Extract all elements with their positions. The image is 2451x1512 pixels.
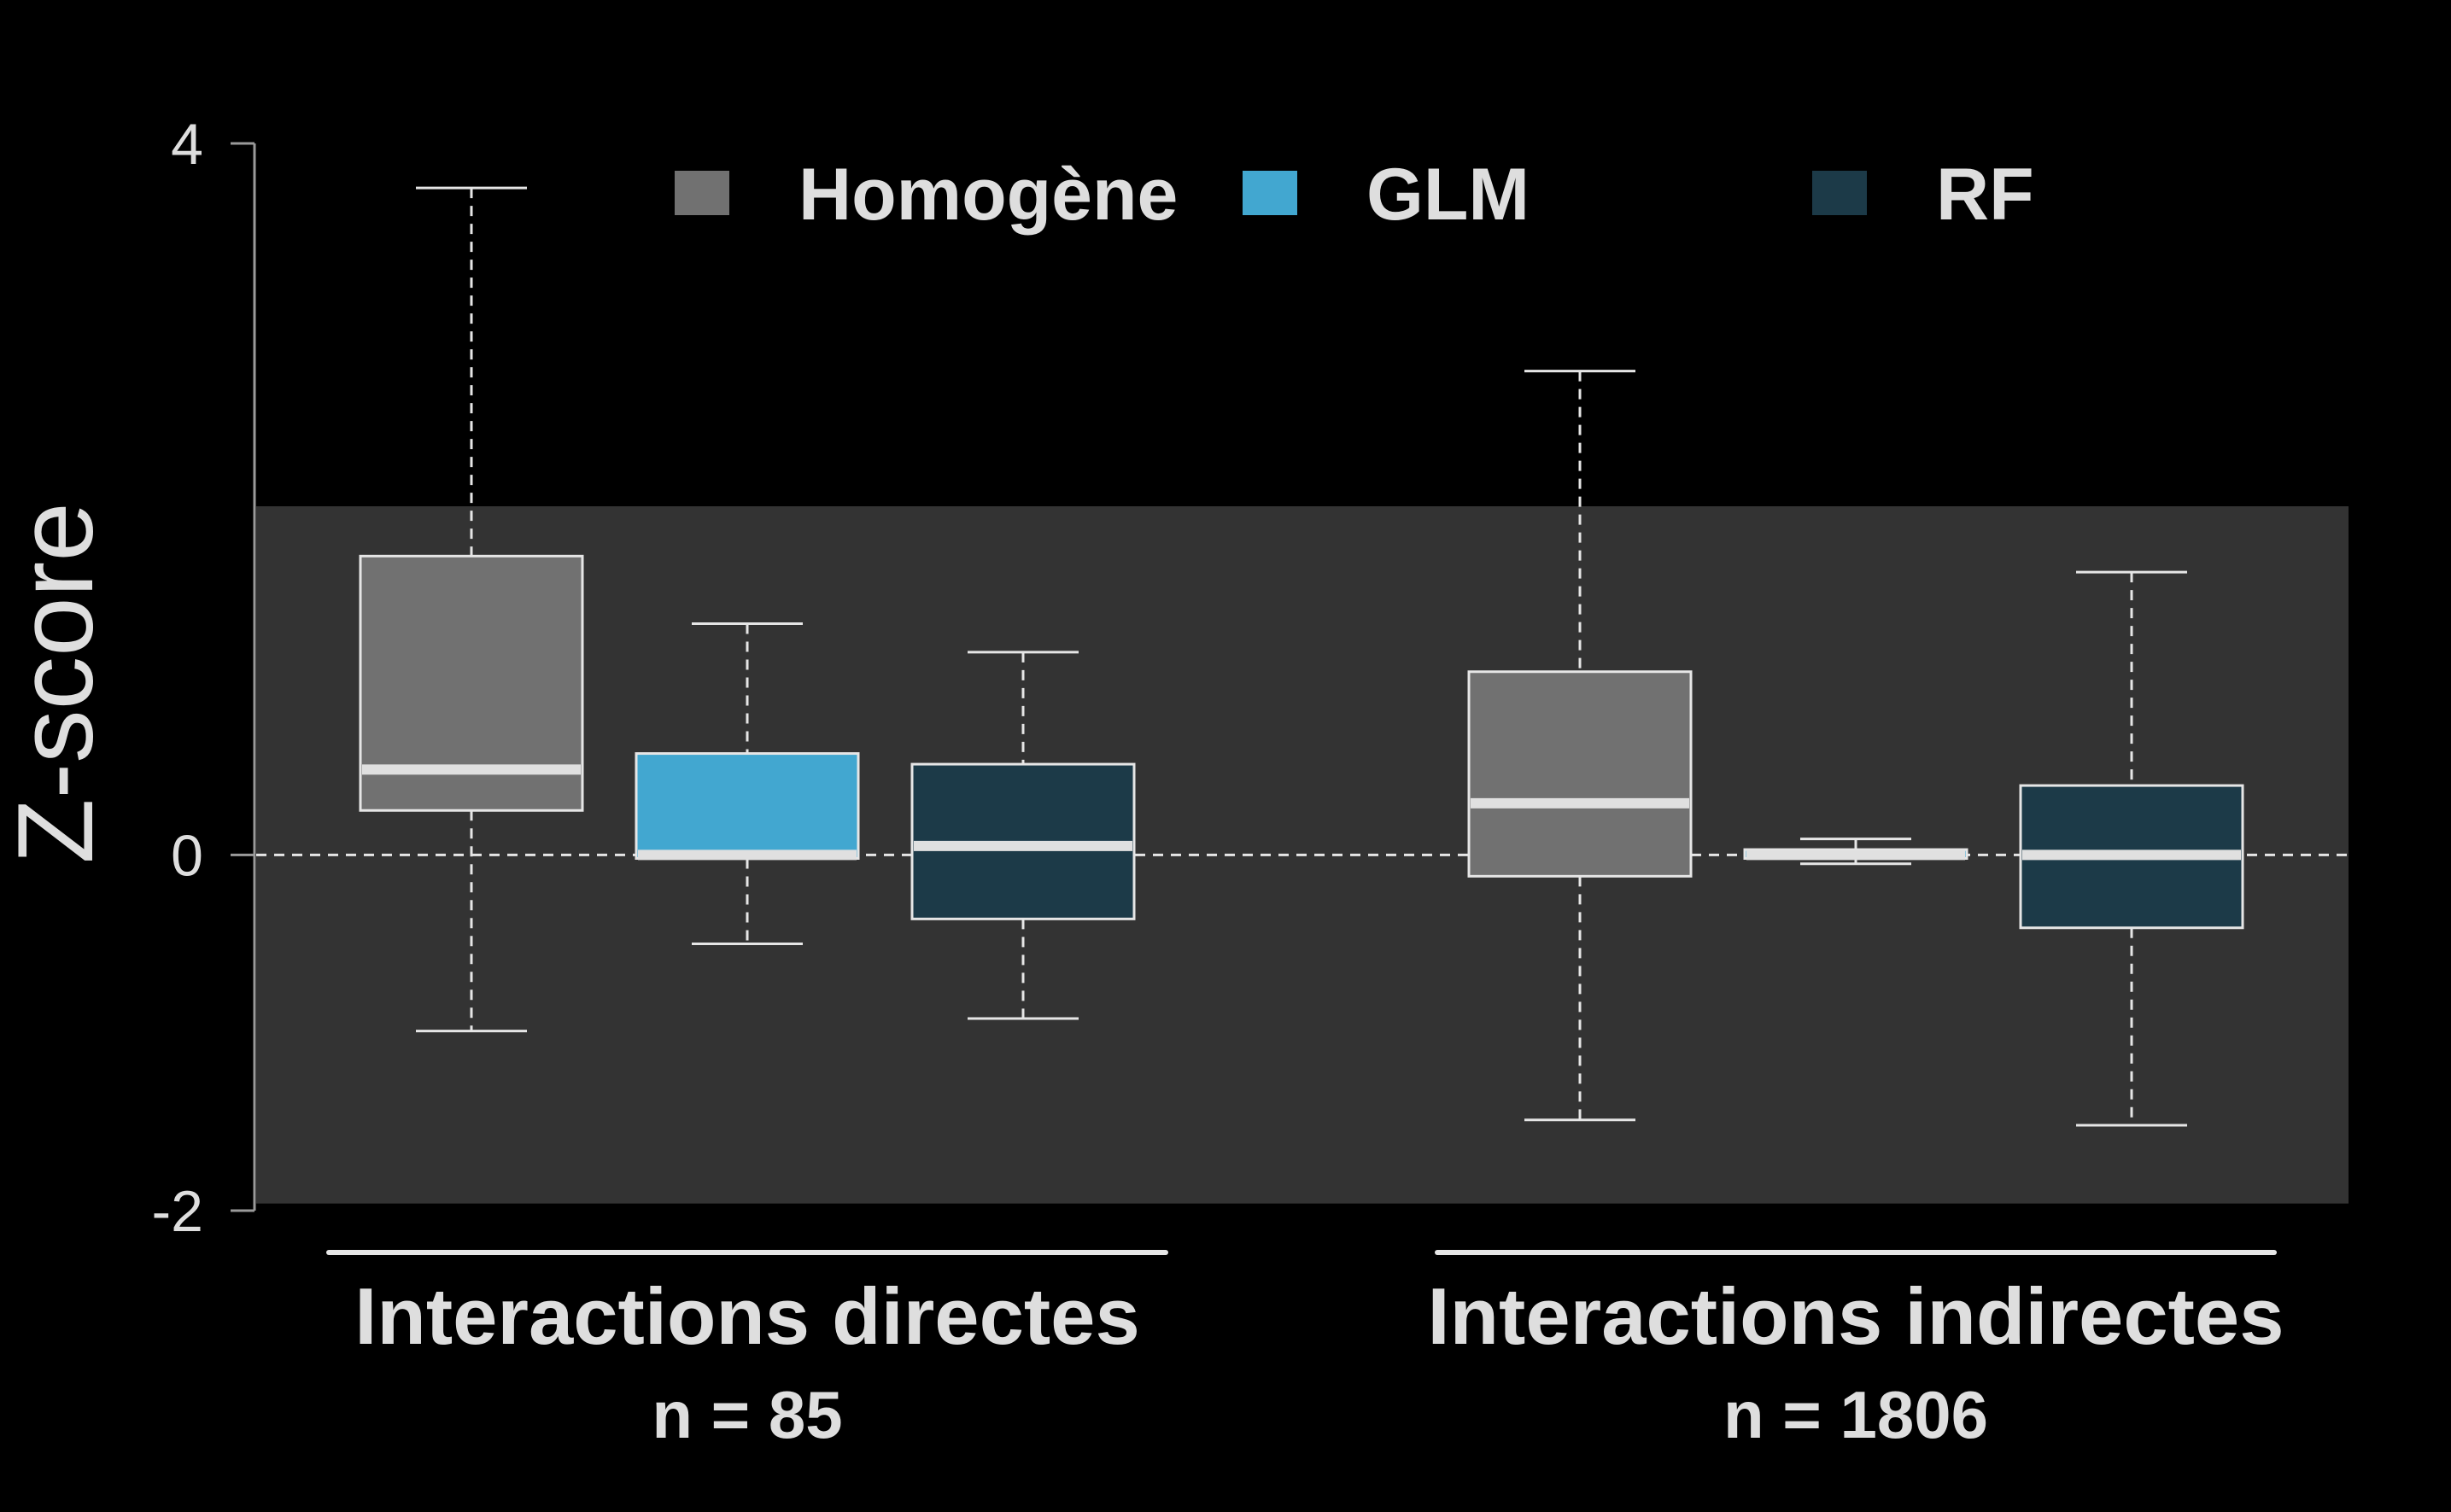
group-label: Interactions indirectes	[1428, 1271, 2284, 1361]
y-axis-label: Z-score	[0, 502, 115, 864]
group-label: Interactions directes	[354, 1271, 1139, 1361]
legend-swatch	[1812, 171, 1867, 215]
y-tick-label: -2	[152, 1179, 203, 1244]
y-tick-label: 0	[171, 823, 203, 888]
legend-label: RF	[1936, 154, 2034, 236]
legend-swatch	[1243, 171, 1297, 215]
legend-swatch	[675, 171, 729, 215]
box-homogne	[1467, 670, 1693, 878]
group-n-label: n = 85	[652, 1377, 842, 1452]
group-n-label: n = 1806	[1723, 1377, 1988, 1452]
legend-label: GLM	[1366, 154, 1530, 236]
legend-label: Homogène	[798, 154, 1178, 236]
y-tick-label: 4	[171, 112, 203, 177]
box-glm	[635, 752, 860, 860]
